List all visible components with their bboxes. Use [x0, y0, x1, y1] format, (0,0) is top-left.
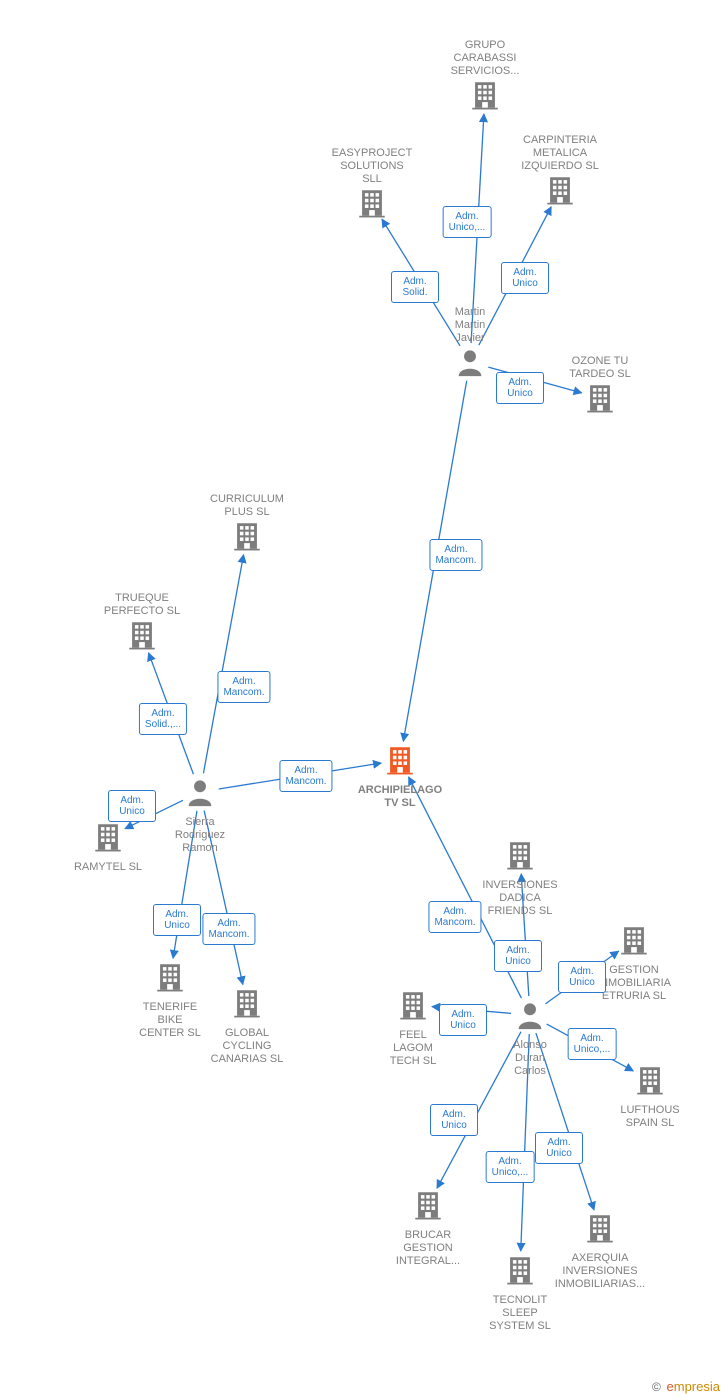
node-label: CURRICULUM PLUS SL: [187, 493, 307, 519]
edge-label: Adm. Solid.,...: [139, 703, 187, 735]
edge-label: Adm. Solid.: [391, 271, 439, 303]
node-grupo[interactable]: GRUPO CARABASSI SERVICIOS...: [425, 37, 545, 117]
node-label: RAMYTEL SL: [48, 861, 168, 874]
edge-label: Adm. Mancom.: [279, 760, 332, 792]
brand-text: empresia: [667, 1379, 720, 1394]
node-label: Martin Martin Javier: [410, 306, 530, 345]
node-label: CARPINTERIA METALICA IZQUIERDO SL: [500, 134, 620, 173]
edge-label: Adm. Unico: [439, 1004, 487, 1036]
edge-label: Adm. Unico: [430, 1104, 478, 1136]
edge-label: Adm. Mancom.: [429, 539, 482, 571]
edge-label: Adm. Mancom.: [428, 901, 481, 933]
edge-label: Adm. Unico: [535, 1132, 583, 1164]
copyright-symbol: ©: [652, 1380, 661, 1394]
node-label: GLOBAL CYCLING CANARIAS SL: [187, 1027, 307, 1066]
edge-label: Adm. Unico: [501, 262, 549, 294]
node-label: TRUEQUE PERFECTO SL: [82, 592, 202, 618]
edge-label: Adm. Unico,...: [443, 206, 492, 238]
node-label: OZONE TU TARDEO SL: [540, 355, 660, 381]
edge-label: Adm. Mancom.: [217, 671, 270, 703]
node-luft[interactable]: LUFTHOUS SPAIN SL: [590, 1063, 710, 1130]
edge-label: Adm. Unico: [496, 372, 544, 404]
edge-line: [203, 555, 243, 774]
node-label: LUFTHOUS SPAIN SL: [590, 1104, 710, 1130]
watermark: © empresia: [652, 1379, 720, 1394]
node-easyproj[interactable]: EASYPROJECT SOLUTIONS SLL: [312, 145, 432, 225]
edge-label: Adm. Unico,...: [486, 1151, 535, 1183]
node-label: EASYPROJECT SOLUTIONS SLL: [312, 147, 432, 186]
node-label: GRUPO CARABASSI SERVICIOS...: [425, 39, 545, 78]
edge-label: Adm. Unico: [153, 904, 201, 936]
edge-label: Adm. Unico,...: [568, 1028, 617, 1060]
edge-label: Adm. Unico: [108, 790, 156, 822]
node-carpint[interactable]: CARPINTERIA METALICA IZQUIERDO SL: [500, 132, 620, 212]
node-label: TECNOLIT SLEEP SYSTEM SL: [460, 1294, 580, 1333]
node-global[interactable]: GLOBAL CYCLING CANARIAS SL: [187, 986, 307, 1066]
node-trueque[interactable]: TRUEQUE PERFECTO SL: [82, 590, 202, 657]
node-label: ARCHIPIELAGO TV SL: [340, 784, 460, 810]
node-ozone[interactable]: OZONE TU TARDEO SL: [540, 353, 660, 420]
node-label: AXERQUIA INVERSIONES INMOBILIARIAS...: [540, 1252, 660, 1291]
node-archi[interactable]: ARCHIPIELAGO TV SL: [340, 743, 460, 810]
node-axerquia[interactable]: AXERQUIA INVERSIONES INMOBILIARIAS...: [540, 1211, 660, 1291]
edge-label: Adm. Unico: [494, 940, 542, 972]
edge-label: Adm. Mancom.: [202, 913, 255, 945]
node-curric[interactable]: CURRICULUM PLUS SL: [187, 491, 307, 558]
node-ramytel[interactable]: RAMYTEL SL: [48, 820, 168, 874]
edge-label: Adm. Unico: [558, 961, 606, 993]
